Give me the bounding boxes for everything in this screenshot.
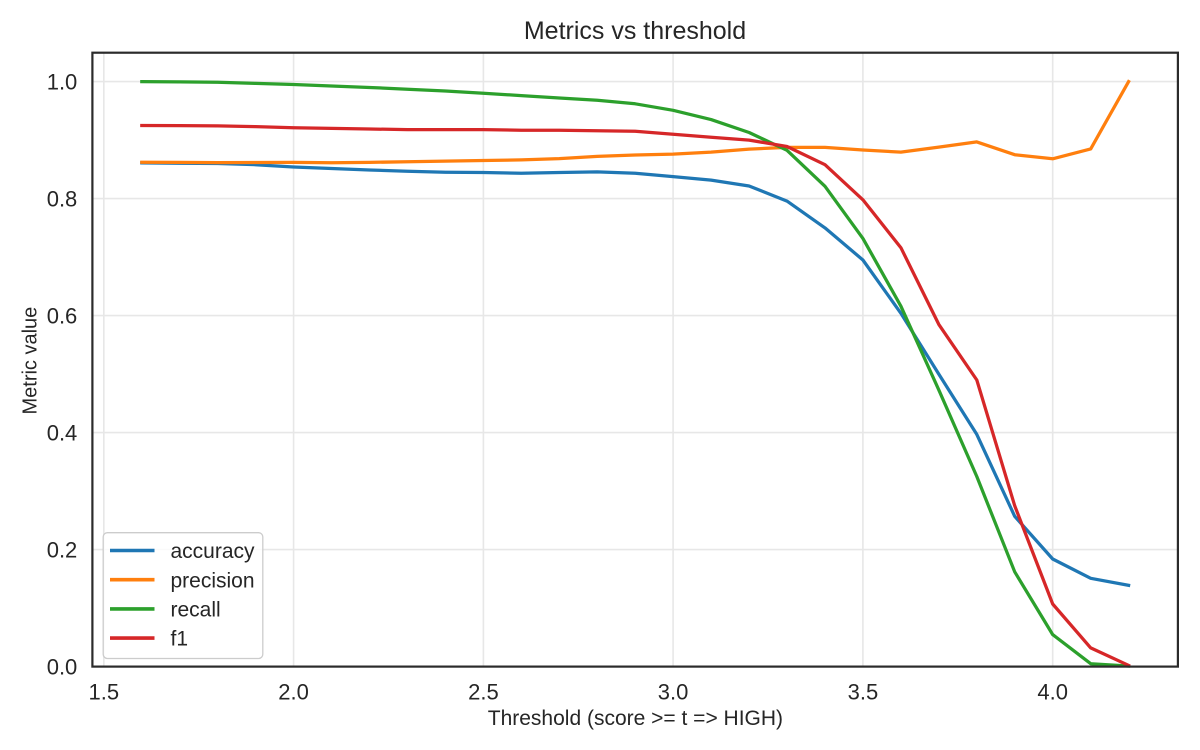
svg-text:1.0: 1.0 [47,70,78,95]
svg-text:2.0: 2.0 [278,680,309,705]
svg-text:0.4: 0.4 [47,421,78,446]
svg-text:Metric value: Metric value [19,307,41,415]
svg-text:2.5: 2.5 [468,680,499,705]
svg-text:accuracy: accuracy [171,540,256,563]
svg-text:precision: precision [171,569,255,592]
svg-text:3.5: 3.5 [848,680,879,705]
svg-text:0.0: 0.0 [47,655,78,680]
svg-text:0.2: 0.2 [47,538,78,563]
svg-text:3.0: 3.0 [658,680,689,705]
svg-text:0.6: 0.6 [47,304,78,329]
svg-text:0.8: 0.8 [47,187,78,212]
svg-text:Threshold (score >= t => HIGH): Threshold (score >= t => HIGH) [488,707,783,730]
svg-text:4.0: 4.0 [1037,680,1068,705]
svg-text:f1: f1 [171,628,189,651]
svg-text:1.5: 1.5 [89,680,120,705]
svg-text:Metrics vs threshold: Metrics vs threshold [524,17,746,45]
svg-text:recall: recall [171,599,221,622]
